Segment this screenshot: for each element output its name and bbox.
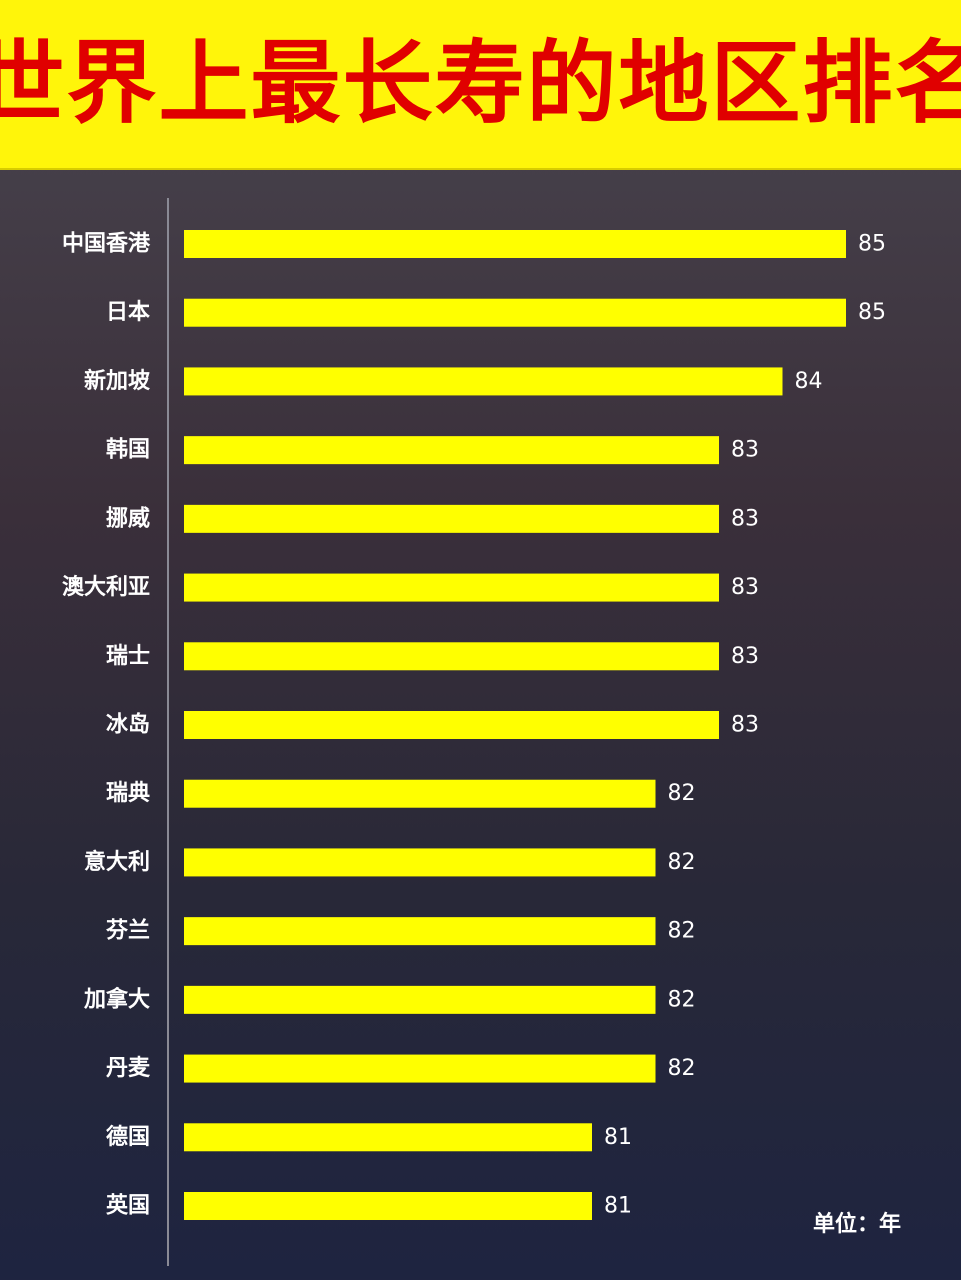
value-label: 83 (731, 438, 759, 463)
bar (184, 1054, 656, 1083)
unit-label: 单位：年 (812, 1212, 901, 1237)
bar (184, 504, 719, 533)
value-label: 82 (668, 987, 696, 1012)
value-label: 84 (795, 369, 823, 394)
value-label: 85 (858, 300, 886, 325)
value-label: 85 (858, 232, 886, 257)
category-label: 意大利 (84, 849, 150, 875)
value-label: 83 (731, 506, 759, 531)
bar (184, 230, 846, 258)
bar (184, 711, 719, 739)
value-label: 82 (668, 919, 696, 944)
chart-title: 世界上最长寿的地区排名 (0, 31, 961, 136)
category-label: 中国香港 (62, 232, 151, 257)
category-label: 英国 (106, 1194, 150, 1219)
category-label: 澳大利亚 (62, 574, 150, 600)
value-label: 82 (668, 1056, 696, 1081)
bar (184, 848, 656, 877)
category-label: 芬兰 (105, 918, 150, 944)
value-label: 83 (731, 575, 759, 600)
value-label: 83 (731, 713, 759, 738)
category-label: 丹麦 (106, 1055, 151, 1081)
category-label: 加拿大 (83, 986, 150, 1012)
title-band: 世界上最长寿的地区排名 (0, 0, 961, 170)
value-label: 81 (604, 1125, 632, 1150)
category-label: 新加坡 (84, 368, 150, 394)
bar (184, 367, 783, 396)
bar (184, 642, 719, 671)
category-label: 日本 (106, 300, 150, 325)
value-label: 81 (604, 1194, 632, 1219)
bar (184, 917, 656, 946)
bar (184, 779, 656, 808)
category-label: 瑞典 (106, 781, 150, 806)
bar (184, 1192, 592, 1220)
bar (184, 298, 846, 327)
value-label: 82 (668, 781, 696, 806)
bar (184, 1123, 592, 1152)
category-label: 瑞士 (106, 644, 150, 669)
category-label: 韩国 (106, 437, 150, 463)
value-label: 83 (731, 644, 759, 669)
category-label: 冰岛 (106, 712, 150, 738)
category-label: 德国 (106, 1124, 150, 1150)
bar (184, 573, 719, 602)
bar (184, 436, 719, 465)
value-label: 82 (668, 850, 696, 875)
bar (184, 985, 656, 1014)
bars-group: 中国香港 85 日本 85 新加坡 84 韩国 83 挪威 83 澳大利亚 83 瑞士 83 冰岛 83 瑞典 8… (62, 230, 886, 1220)
category-label: 挪威 (106, 505, 150, 531)
